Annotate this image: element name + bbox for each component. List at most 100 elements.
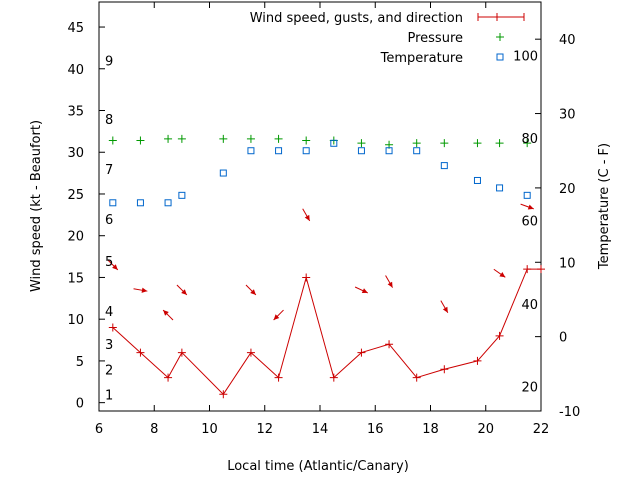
y-tick-label-right: -10 (559, 405, 580, 420)
wind-direction-arrow (162, 309, 174, 321)
legend-temperature-swatch (496, 53, 504, 61)
pressure-point (108, 136, 117, 145)
x-tick-label: 10 (201, 422, 218, 437)
wind-direction-arrow (440, 300, 449, 313)
wind-speed-point (219, 390, 228, 399)
legend-wind-swatch-ticks (477, 13, 525, 21)
y-tick-label-left: 35 (67, 105, 84, 120)
y-tick-label-left: 30 (67, 146, 84, 161)
wind-speed-point (412, 373, 421, 382)
legend-label: Pressure (407, 31, 463, 46)
legend-label: Wind speed, gusts, and direction (250, 11, 463, 26)
wind-direction-arrow (354, 286, 368, 294)
y-axis-label-left: Wind speed (kt - Beaufort) (29, 120, 44, 292)
temperature-point (136, 199, 144, 207)
wind-direction-arrow (493, 268, 506, 278)
x-tick-label: 14 (312, 422, 329, 437)
y-tick-label-left: 20 (67, 230, 84, 245)
wind-direction-arrow (176, 284, 188, 296)
wind-speed-point (495, 331, 504, 340)
x-tick-label: 16 (367, 422, 384, 437)
beaufort-label: 3 (105, 338, 113, 353)
y-tick-label-right: 10 (559, 256, 576, 271)
temperature-point (385, 147, 393, 155)
pressure-point (302, 136, 311, 145)
x-tick-label: 22 (533, 422, 550, 437)
y-tick-label-left: 5 (76, 355, 84, 370)
temperature-point (247, 147, 255, 155)
wind-speed-point (357, 348, 366, 357)
wind-speed-point (164, 373, 173, 382)
wind-speed-point (537, 265, 545, 274)
right-temperature-scale: -10 0 10 20 30 40 (535, 33, 580, 420)
y-tick-label-left: 40 (67, 63, 84, 78)
fahrenheit-label: 40 (521, 298, 538, 313)
beaufort-label: 2 (105, 363, 113, 378)
y-axis-label-right: Temperature (C - F) (597, 143, 612, 270)
temperature-point (496, 184, 504, 192)
wind-speed-point (523, 265, 532, 274)
fahrenheit-label: 20 (521, 380, 538, 395)
wind-speed-point (108, 323, 117, 332)
legend: Wind speed, gusts, and direction Pressure… (250, 11, 525, 66)
wind-direction-arrow (520, 203, 534, 210)
fahrenheit-label: 80 (521, 132, 538, 147)
pressure-point (440, 139, 449, 148)
y-tick-label-right: 20 (559, 182, 576, 197)
temperature-point (178, 191, 186, 199)
wind-direction-arrow (273, 309, 284, 321)
wind-speed-point (246, 348, 255, 357)
beaufort-label: 4 (105, 305, 113, 320)
wind-speed-point (440, 365, 449, 374)
temperature-point (275, 147, 283, 155)
beaufort-label: 5 (105, 255, 113, 270)
beaufort-label: 7 (105, 163, 113, 178)
pressure-point (412, 139, 421, 148)
x-tick-label: 20 (477, 422, 494, 437)
pressure-point (274, 134, 283, 143)
wind-direction-arrow (133, 287, 148, 293)
pressure-point (164, 134, 173, 143)
beaufort-label: 9 (105, 54, 113, 69)
scale-annotations: 1 2 3 4 5 6 7 8 9 20 40 60 80 100 (105, 50, 538, 404)
wind-direction-arrow (385, 275, 393, 288)
pressure-point (357, 139, 366, 148)
wind-direction-arrow (302, 208, 311, 222)
x-tick-label: 12 (256, 422, 273, 437)
wind-speed-point (274, 373, 283, 382)
fahrenheit-label: 100 (513, 50, 538, 65)
pressure-point (177, 134, 186, 143)
y-tick-label-right: 0 (559, 331, 567, 346)
wind-direction-arrow (245, 284, 257, 296)
wind-speed-line (112, 268, 541, 396)
beaufort-label: 6 (105, 213, 113, 228)
y-tick-label-left: 25 (67, 188, 84, 203)
x-tick-label: 6 (95, 422, 103, 437)
y-tick-label-right: 30 (559, 108, 576, 123)
wind-speed-point (302, 273, 311, 282)
temperature-point (164, 199, 172, 207)
pressure-point (523, 139, 532, 148)
plot-frame (98, 1, 542, 412)
temperature-point (523, 191, 531, 199)
series-layer (107, 134, 545, 399)
wind-speed-point (329, 373, 338, 382)
temperature-point (413, 147, 421, 155)
beaufort-label: 1 (105, 388, 113, 403)
temperature-point (357, 147, 365, 155)
x-tick-label: 18 (422, 422, 439, 437)
x-axis-label: Local time (Atlantic/Canary) (227, 459, 409, 474)
pressure-point (495, 139, 504, 148)
beaufort-label: 8 (105, 113, 113, 128)
fahrenheit-label: 60 (521, 215, 538, 230)
y-tick-label-left: 10 (67, 313, 84, 328)
wind-speed-point (473, 356, 482, 365)
temperature-point (109, 199, 117, 207)
y-tick-label-left: 15 (67, 271, 84, 286)
legend-pressure-swatch (496, 33, 504, 41)
temperature-point (219, 169, 227, 177)
temperature-point (473, 176, 481, 184)
y-tick-label-left: 45 (67, 21, 84, 36)
